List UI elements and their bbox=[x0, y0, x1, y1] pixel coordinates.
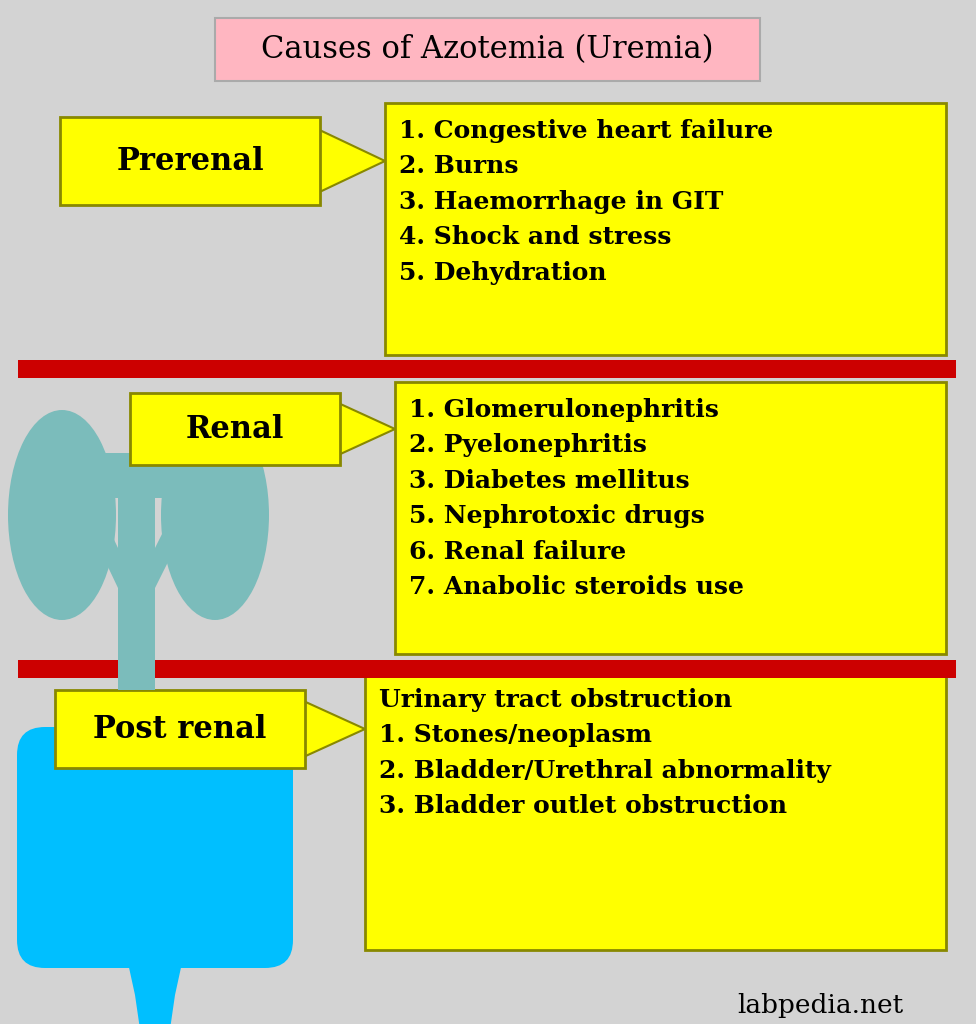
Text: Urinary tract obstruction
1. Stones/neoplasm
2. Bladder/Urethral abnormality
3. : Urinary tract obstruction 1. Stones/neop… bbox=[379, 688, 831, 818]
FancyBboxPatch shape bbox=[18, 660, 956, 678]
Text: 1. Glomerulonephritis
2. Pyelonephritis
3. Diabetes mellitus
5. Nephrotoxic drug: 1. Glomerulonephritis 2. Pyelonephritis … bbox=[409, 398, 744, 599]
Bar bbox=[118, 498, 155, 653]
Text: labpedia.net: labpedia.net bbox=[737, 992, 903, 1018]
FancyBboxPatch shape bbox=[395, 382, 946, 654]
Text: Causes of Azotemia (Uremia): Causes of Azotemia (Uremia) bbox=[262, 34, 713, 65]
Ellipse shape bbox=[161, 410, 269, 620]
FancyBboxPatch shape bbox=[385, 103, 946, 355]
FancyBboxPatch shape bbox=[365, 672, 946, 950]
Polygon shape bbox=[320, 130, 385, 191]
FancyBboxPatch shape bbox=[215, 18, 760, 81]
Polygon shape bbox=[305, 701, 365, 757]
Polygon shape bbox=[80, 453, 112, 498]
Text: Renal: Renal bbox=[185, 414, 284, 444]
Polygon shape bbox=[80, 468, 118, 588]
Text: Prerenal: Prerenal bbox=[116, 145, 264, 176]
FancyBboxPatch shape bbox=[18, 360, 956, 378]
FancyBboxPatch shape bbox=[17, 727, 293, 968]
Polygon shape bbox=[123, 940, 187, 1024]
Polygon shape bbox=[155, 468, 195, 588]
Bar bbox=[118, 650, 155, 690]
Text: Post renal: Post renal bbox=[94, 714, 266, 744]
FancyBboxPatch shape bbox=[130, 393, 340, 465]
Bar bbox=[118, 685, 155, 765]
FancyBboxPatch shape bbox=[60, 117, 320, 205]
Ellipse shape bbox=[8, 410, 116, 620]
Text: 1. Congestive heart failure
2. Burns
3. Haemorrhage in GIT
4. Shock and stress
5: 1. Congestive heart failure 2. Burns 3. … bbox=[399, 119, 773, 285]
Polygon shape bbox=[340, 403, 395, 455]
FancyBboxPatch shape bbox=[55, 690, 305, 768]
Polygon shape bbox=[80, 453, 195, 498]
